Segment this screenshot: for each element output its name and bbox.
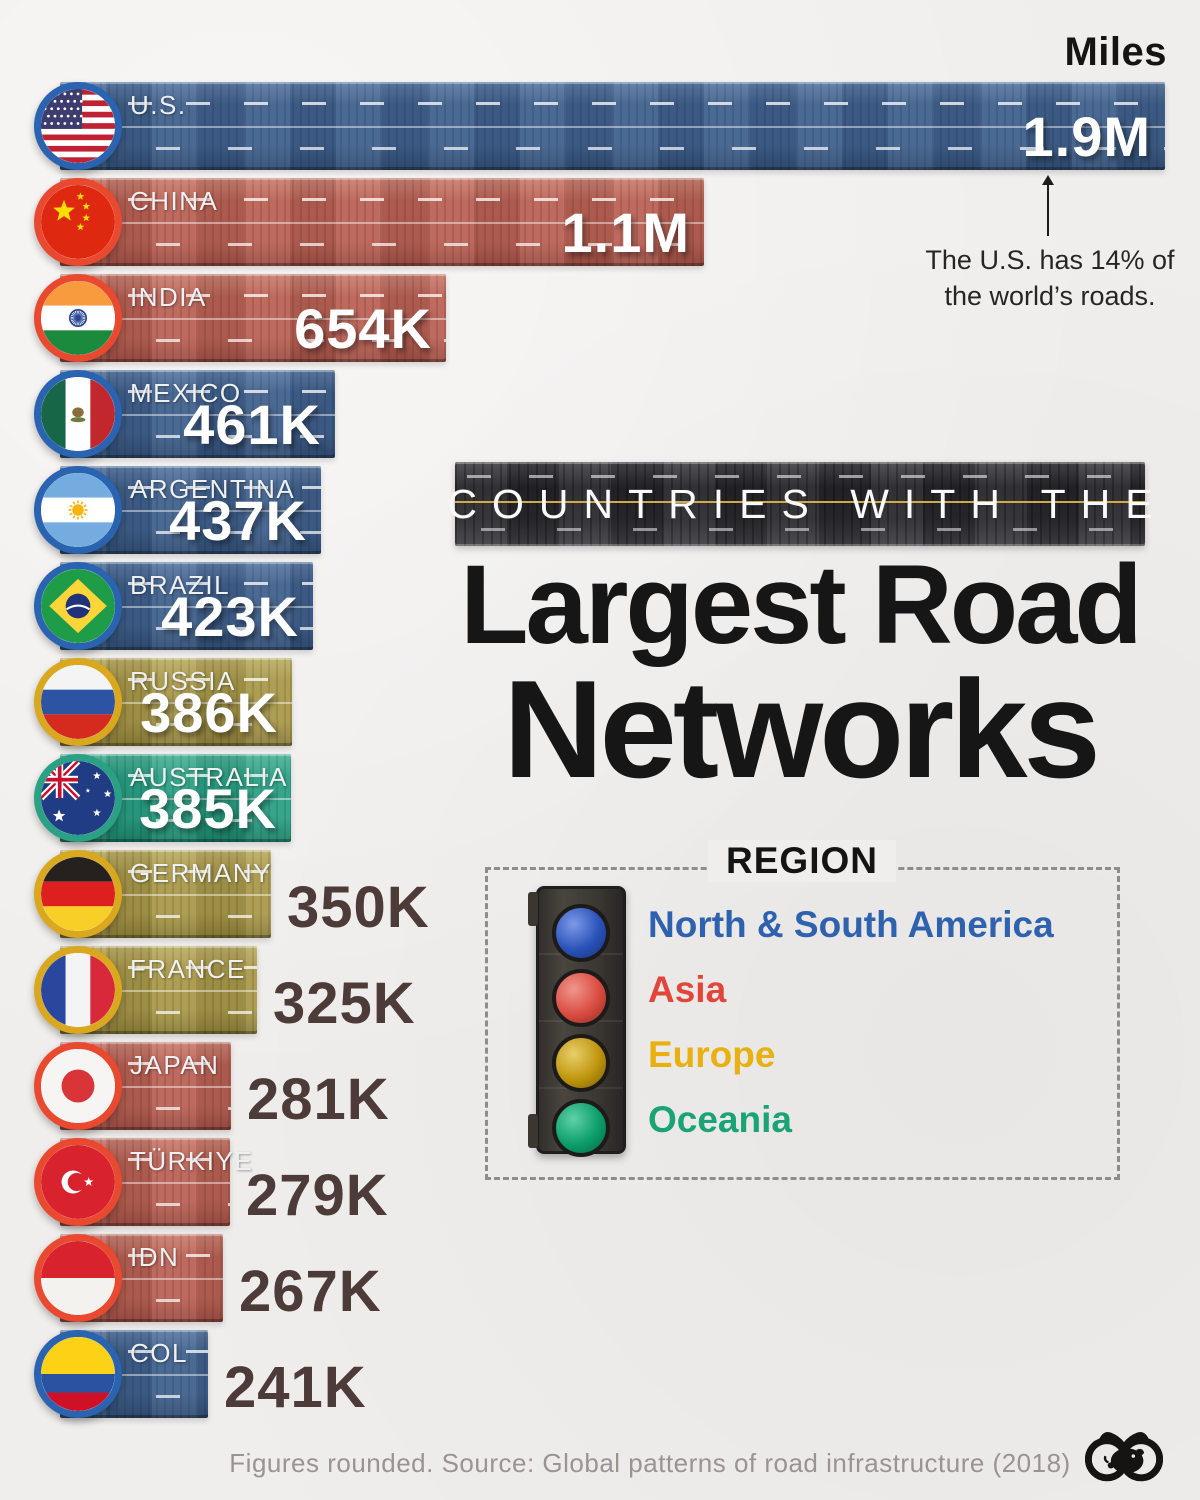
- value-label-cn: 1.1M: [561, 201, 690, 264]
- value-label-us: 1.9M: [1022, 105, 1151, 168]
- flag-fr-icon: [34, 946, 122, 1034]
- flag-ru-icon: [34, 658, 122, 746]
- legend-item-americas: North & South America: [648, 904, 1054, 945]
- country-label-ru: RUSSIA: [130, 666, 236, 696]
- country-label-br: BRAZIL: [130, 570, 231, 600]
- traffic-lens-europe-icon: [552, 1034, 610, 1092]
- value-label-br: 423K: [161, 585, 299, 648]
- flag-cn-icon: [34, 178, 122, 266]
- traffic-light-icon: [528, 886, 626, 1157]
- annotation-line: The U.S. has 14% of: [925, 245, 1175, 275]
- flag-mx-icon: [34, 370, 122, 458]
- traffic-lens-asia-icon: [552, 969, 610, 1027]
- footer-source-note: Figures rounded. Source: Global patterns…: [229, 1448, 1071, 1478]
- country-label-co: COL: [130, 1338, 188, 1368]
- legend-heading: REGION: [708, 840, 896, 882]
- traffic-lens-americas-icon: [552, 904, 610, 962]
- legend-item-europe: Europe: [648, 1034, 776, 1075]
- value-label-au: 385K: [139, 777, 277, 840]
- flag-de-icon: [34, 850, 122, 938]
- road-bar-us: [60, 82, 1165, 170]
- flag-tr-icon: [34, 1138, 122, 1226]
- legend-items: North & South America Asia Europe Oceania: [648, 903, 1054, 1163]
- value-label-de: 350K: [287, 875, 430, 940]
- flag-in-icon: [34, 274, 122, 362]
- value-label-jp: 281K: [247, 1067, 390, 1132]
- country-label-us: U.S.: [130, 90, 187, 120]
- annotation-arrow-icon: [1042, 175, 1054, 236]
- road-bar-cn: [60, 178, 704, 266]
- road-bar-in: [60, 274, 446, 362]
- value-label-ru: 386K: [140, 681, 278, 744]
- title-kicker-banner: COUNTRIES WITH THE: [447, 462, 1153, 546]
- traffic-lens-oceania-icon: [552, 1099, 610, 1157]
- legend-item-oceania: Oceania: [648, 1099, 792, 1140]
- flag-co-icon: [34, 1330, 122, 1418]
- value-label-in: 654K: [294, 297, 432, 360]
- value-label-id: 267K: [239, 1259, 382, 1324]
- visual-capitalist-logo: [1084, 1422, 1164, 1484]
- flag-ar-icon: [34, 466, 122, 554]
- page-title: Largest Road Networks: [455, 542, 1145, 807]
- country-label-in: INDIA: [130, 282, 207, 312]
- value-label-mx: 461K: [183, 393, 321, 456]
- flag-id-icon: [34, 1234, 122, 1322]
- value-label-ar: 437K: [169, 489, 307, 552]
- value-label-co: 241K: [224, 1355, 367, 1420]
- page-title-line2: Networks: [503, 651, 1101, 807]
- country-label-ar: ARGENTINA: [130, 474, 296, 504]
- country-label-cn: CHINA: [130, 186, 219, 216]
- axis-unit-label: Miles: [1064, 30, 1167, 74]
- us-share-annotation: The U.S. has 14% of the world’s roads.: [925, 242, 1175, 315]
- title-kicker: COUNTRIES WITH THE: [447, 480, 1168, 527]
- country-label-mx: MEXICO: [130, 378, 242, 408]
- value-label-fr: 325K: [273, 971, 416, 1036]
- flag-br-icon: [34, 562, 122, 650]
- country-label-au: AUSTRALIA: [130, 762, 288, 792]
- flag-jp-icon: [34, 1042, 122, 1130]
- flag-au-icon: [34, 754, 122, 842]
- country-label-fr: FRANCE: [130, 954, 246, 984]
- country-label-tr: TÜRKIYE: [130, 1146, 254, 1176]
- flag-us-icon: [34, 82, 122, 170]
- value-label-tr: 279K: [246, 1163, 389, 1228]
- page-title-line1: Largest Road: [460, 542, 1143, 667]
- legend-item-asia: Asia: [648, 969, 727, 1010]
- annotation-line: the world’s roads.: [944, 281, 1156, 312]
- country-label-id: IDN: [130, 1242, 180, 1272]
- country-label-de: GERMANY: [130, 858, 272, 888]
- country-label-jp: JAPAN: [130, 1050, 220, 1080]
